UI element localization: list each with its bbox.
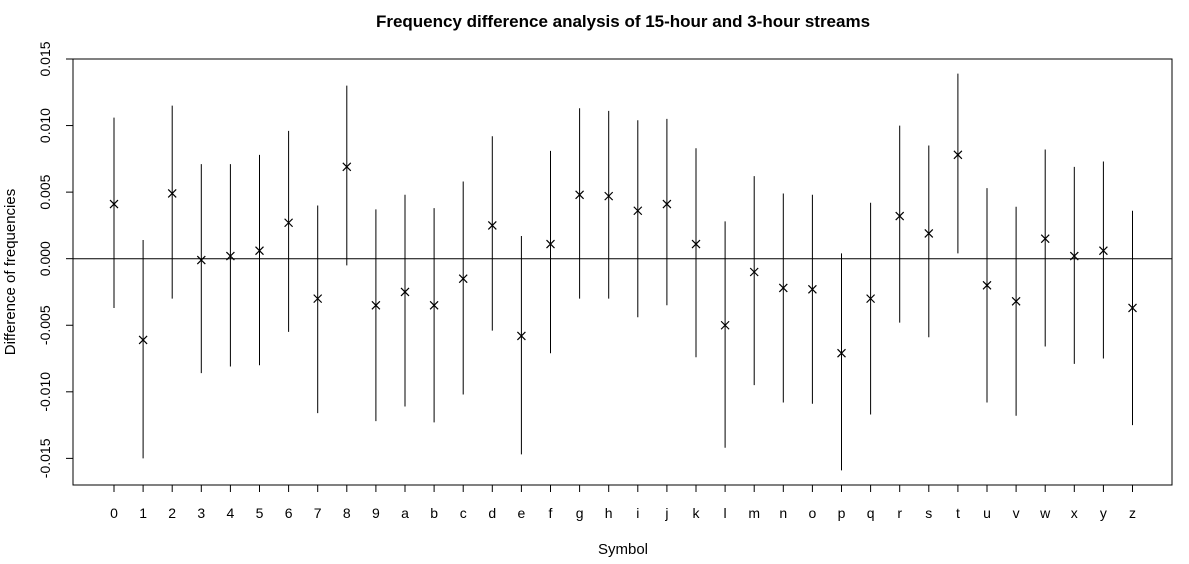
x-axis: 0 1 2 3 4 5 6 7 8 9 a b c d e f g h i j k l m n o p q r s t u v w x y z	[110, 484, 1136, 521]
data-point	[633, 206, 643, 216]
y-tick-label: -0.005	[37, 305, 53, 345]
x-tick-label: j	[664, 505, 668, 521]
x-tick-label: a	[401, 505, 409, 521]
data-point	[138, 335, 148, 345]
data-point	[109, 199, 119, 209]
data-point	[982, 280, 992, 290]
x-tick-label: c	[460, 505, 467, 521]
data-point	[749, 267, 759, 277]
data-point	[1128, 303, 1137, 313]
data-point	[225, 251, 235, 261]
data-point	[575, 190, 585, 200]
data-point	[400, 287, 410, 297]
y-axis-label: Difference of frequencies	[2, 189, 19, 356]
x-tick-label: 7	[314, 505, 322, 521]
x-tick-label: 1	[139, 505, 147, 521]
data-point	[1098, 246, 1108, 256]
data-point	[284, 218, 294, 228]
data-point	[371, 300, 381, 310]
x-tick-label: i	[636, 505, 639, 521]
x-tick-label: 5	[256, 505, 264, 521]
data-point	[895, 211, 905, 221]
data-point	[953, 150, 963, 160]
y-tick-label: -0.015	[37, 438, 53, 478]
x-tick-label: w	[1039, 505, 1051, 521]
data-point	[255, 246, 264, 256]
y-tick-label: 0.010	[37, 108, 53, 143]
x-tick-label: q	[867, 505, 875, 521]
x-tick-label: g	[576, 505, 584, 521]
x-tick-label: n	[779, 505, 787, 521]
x-tick-label: 9	[372, 505, 380, 521]
data-point	[458, 274, 468, 284]
x-tick-label: f	[549, 505, 553, 521]
data-point	[1040, 234, 1050, 244]
x-tick-label: 8	[343, 505, 351, 521]
data-point	[516, 331, 526, 341]
x-tick-label: b	[430, 505, 438, 521]
x-tick-label: t	[956, 505, 960, 521]
x-tick-label: e	[518, 505, 526, 521]
x-axis-label: Symbol	[598, 541, 648, 558]
x-tick-label: y	[1100, 505, 1107, 521]
x-tick-label: o	[809, 505, 817, 521]
x-tick-label: p	[838, 505, 846, 521]
data-marks	[109, 73, 1137, 471]
x-tick-label: h	[605, 505, 613, 521]
data-point	[604, 191, 614, 201]
y-tick-label: 0.005	[37, 174, 53, 209]
x-tick-label: u	[983, 505, 991, 521]
y-tick-label: 0.000	[37, 241, 53, 276]
y-axis: -0.015 -0.010 -0.005 0.000 0.005 0.010 0.015	[37, 41, 73, 478]
x-tick-label: 3	[197, 505, 205, 521]
x-tick-label: r	[897, 505, 902, 521]
x-tick-label: d	[488, 505, 496, 521]
data-point	[1011, 296, 1021, 306]
data-point	[429, 300, 439, 310]
x-tick-label: m	[748, 505, 760, 521]
data-point	[691, 239, 701, 249]
plot-frame	[72, 58, 1173, 486]
data-point	[546, 239, 555, 249]
data-point	[720, 320, 730, 330]
chart-title: Frequency difference analysis of 15-hour…	[376, 12, 870, 31]
x-tick-label: z	[1129, 505, 1136, 521]
data-point	[342, 162, 352, 172]
data-point	[778, 283, 788, 293]
x-tick-label: 4	[227, 505, 235, 521]
x-tick-label: k	[693, 505, 701, 521]
data-point	[167, 189, 177, 198]
x-tick-label: 2	[168, 505, 176, 521]
x-tick-label: x	[1071, 505, 1078, 521]
y-tick-label: 0.015	[37, 41, 53, 76]
data-point	[196, 255, 206, 265]
data-point	[662, 199, 672, 209]
data-point	[924, 228, 934, 238]
data-point	[313, 294, 323, 304]
data-point	[807, 284, 817, 294]
x-tick-label: s	[925, 505, 932, 521]
data-point	[837, 348, 846, 358]
data-point	[866, 294, 876, 304]
y-tick-label: -0.010	[37, 372, 53, 412]
data-point	[487, 220, 497, 230]
data-point	[1069, 251, 1079, 261]
x-tick-label: 0	[110, 505, 118, 521]
x-tick-label: 6	[285, 505, 293, 521]
x-tick-label: v	[1013, 505, 1020, 521]
x-tick-label: l	[724, 505, 727, 521]
